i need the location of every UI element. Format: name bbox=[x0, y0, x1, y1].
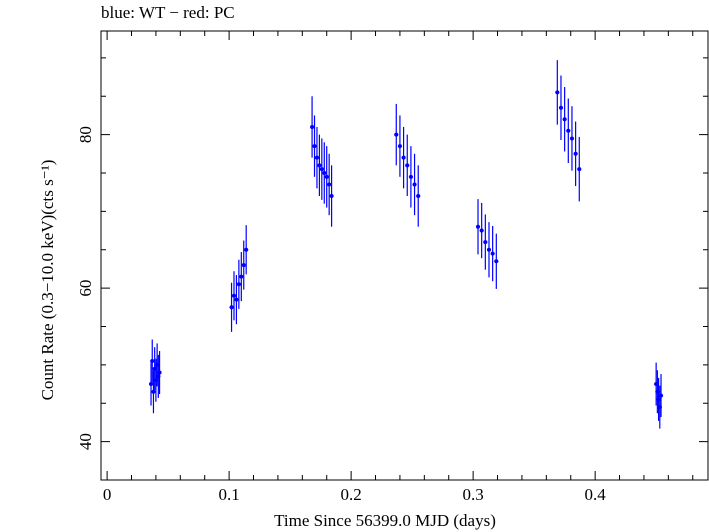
data-point bbox=[573, 151, 578, 156]
data-point bbox=[479, 228, 484, 233]
data-point bbox=[412, 182, 417, 187]
y-tick-label: 40 bbox=[76, 433, 95, 450]
x-axis-label: Time Since 56399.0 MJD (days) bbox=[274, 511, 496, 530]
data-point bbox=[319, 167, 324, 172]
data-point bbox=[150, 359, 155, 364]
data-point bbox=[476, 224, 481, 229]
data-point bbox=[555, 90, 560, 95]
data-point bbox=[397, 144, 402, 149]
data-point bbox=[416, 194, 421, 199]
data-point bbox=[244, 247, 249, 252]
data-point bbox=[659, 393, 664, 398]
data-point bbox=[149, 382, 154, 387]
chart-title: blue: WT − red: PC bbox=[101, 3, 235, 22]
data-point bbox=[324, 174, 329, 179]
data-point bbox=[486, 247, 491, 252]
y-tick-label: 60 bbox=[76, 280, 95, 297]
x-tick-label: 0 bbox=[103, 485, 112, 504]
x-tick-label: 0.4 bbox=[585, 485, 607, 504]
data-point bbox=[558, 105, 563, 110]
data-point bbox=[317, 163, 322, 168]
data-point bbox=[408, 174, 413, 179]
data-point bbox=[312, 144, 317, 149]
data-point bbox=[494, 259, 499, 264]
data-point bbox=[329, 194, 334, 199]
data-point bbox=[322, 170, 327, 175]
data-point bbox=[327, 182, 332, 187]
data-point bbox=[310, 124, 315, 129]
data-point bbox=[483, 240, 488, 245]
data-point bbox=[569, 136, 574, 141]
y-axis-label: Count Rate (0.3−10.0 keV)(cts s⁻¹) bbox=[38, 160, 57, 401]
data-point bbox=[314, 155, 319, 160]
data-point bbox=[405, 163, 410, 168]
data-point bbox=[229, 305, 234, 310]
x-tick-label: 0.2 bbox=[340, 485, 361, 504]
data-point bbox=[241, 263, 246, 268]
plot-frame bbox=[100, 30, 709, 481]
y-axis-ticks: 40 60 80 bbox=[76, 57, 708, 450]
x-tick-label: 0.1 bbox=[218, 485, 239, 504]
x-tick-label: 0.3 bbox=[463, 485, 484, 504]
data-point bbox=[157, 370, 162, 375]
x-axis-ticks: 0 0.1 0.2 0.3 0.4 bbox=[103, 31, 694, 504]
data-point bbox=[234, 297, 239, 302]
y-tick-label: 80 bbox=[76, 126, 95, 143]
data-point bbox=[566, 128, 571, 133]
data-point bbox=[236, 282, 241, 287]
data-point bbox=[239, 274, 244, 279]
data-point bbox=[577, 167, 582, 172]
data-point bbox=[394, 132, 399, 137]
data-point bbox=[231, 293, 236, 298]
data-point bbox=[151, 389, 156, 394]
data-point bbox=[562, 117, 567, 122]
data-point bbox=[490, 251, 495, 256]
data-points bbox=[149, 60, 664, 429]
data-point bbox=[401, 155, 406, 160]
